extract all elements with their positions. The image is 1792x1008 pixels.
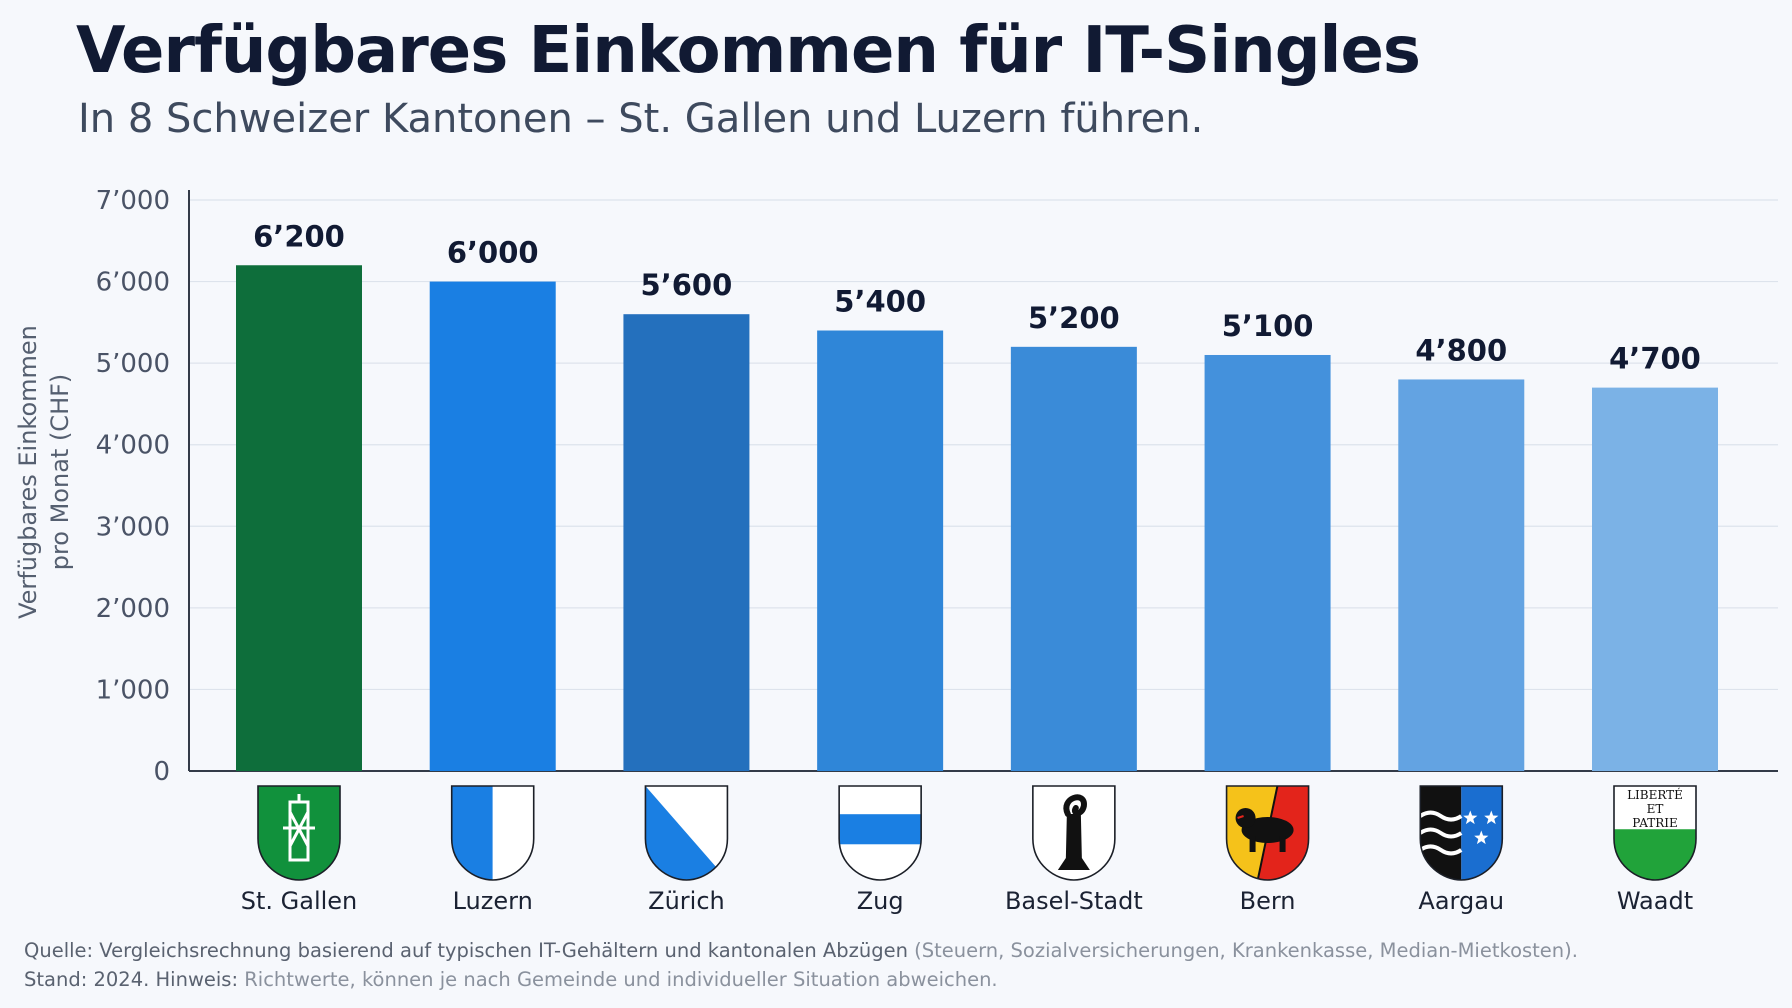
footnote-line-2: Stand: 2024. Hinweis: Richtwerte, können…	[24, 965, 1578, 994]
data-label: 6’200	[253, 219, 345, 253]
bar	[1398, 379, 1525, 771]
x-tick-label: Bern	[1240, 887, 1296, 915]
data-label: 5’400	[834, 285, 926, 319]
luzern-crest-icon	[450, 785, 535, 881]
y-tick-label: 0	[153, 757, 170, 787]
bar	[623, 314, 750, 771]
bar	[429, 281, 556, 771]
y-tick-label: 2’000	[96, 594, 170, 624]
x-tick-label: Luzern	[453, 887, 533, 915]
x-tick-label: Aargau	[1418, 887, 1504, 915]
zuerich-crest-icon	[644, 785, 729, 881]
source-detail: (Steuern, Sozialversicherungen, Krankenk…	[907, 939, 1578, 962]
aargau-crest-icon	[1419, 785, 1504, 881]
footnote-line-1: Quelle: Vergleichsrechnung basierend auf…	[24, 936, 1578, 965]
data-label: 5’200	[1028, 301, 1120, 335]
bar	[817, 330, 944, 771]
st-gallen-crest-icon	[257, 785, 341, 881]
y-tick-label: 5’000	[96, 349, 170, 379]
chart-title: Verfügbares Einkommen für IT-Singles	[76, 14, 1421, 88]
y-tick-label: 3’000	[96, 512, 170, 542]
note-detail: Richtwerte, können je nach Gemeinde und …	[238, 968, 998, 991]
waadt-crest-text: ET	[1647, 802, 1664, 816]
chart-subtitle: In 8 Schweizer Kantonen – St. Gallen und…	[78, 96, 1204, 142]
waadt-crest-text: LIBERTÉ	[1627, 787, 1683, 802]
zug-crest-icon	[838, 785, 922, 881]
basel-stadt-crest-icon	[1032, 785, 1116, 881]
data-label: 6’000	[447, 236, 539, 270]
data-label: 5’100	[1222, 309, 1314, 343]
source-label: Quelle: Vergleichsrechnung basierend auf…	[24, 939, 908, 962]
source-footnote: Quelle: Vergleichsrechnung basierend auf…	[24, 936, 1578, 994]
data-label: 4’800	[1415, 333, 1507, 367]
x-tick-label: Basel-Stadt	[1005, 887, 1143, 915]
y-tick-label: 4’000	[96, 431, 170, 461]
bar	[1204, 354, 1331, 771]
y-tick-label: 6’000	[96, 268, 170, 298]
bar	[1010, 346, 1137, 771]
x-tick-label: Zug	[857, 887, 904, 915]
x-tick-label: St. Gallen	[241, 887, 358, 915]
bar	[1592, 387, 1718, 771]
waadt-crest-text: PATRIE	[1632, 816, 1678, 830]
bar-chart: 0 1’000 2’000 3’000 4’000 5’000 6’000 7’000 6’20…	[96, 186, 1778, 915]
note-label: Stand: 2024. Hinweis:	[24, 968, 239, 991]
y-tick-label: 1’000	[96, 675, 170, 705]
data-label: 4’700	[1609, 342, 1701, 376]
x-tick-label: Waadt	[1617, 887, 1693, 915]
x-tick-label: Zürich	[648, 887, 725, 915]
bern-crest-icon	[1225, 785, 1310, 881]
data-label: 5’600	[641, 268, 733, 302]
y-tick-label: 7’000	[96, 186, 170, 216]
bar	[236, 265, 362, 771]
